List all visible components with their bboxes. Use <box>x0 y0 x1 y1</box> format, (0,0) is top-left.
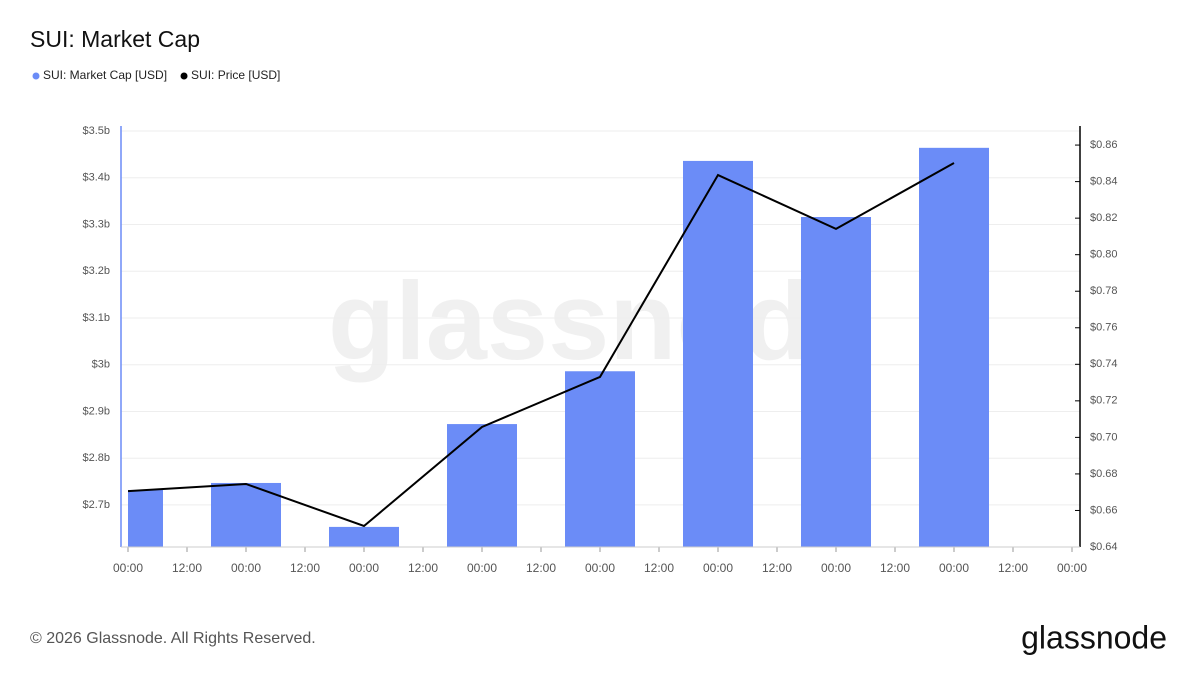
x-tick-label: 00:00 <box>349 561 379 575</box>
legend-label: SUI: Price [USD] <box>191 68 280 82</box>
x-tick-label: 12:00 <box>644 561 674 575</box>
bar <box>683 160 753 547</box>
y2-tick-label: $0.70 <box>1090 431 1118 443</box>
footer: © 2026 Glassnode. All Rights Reserved. <box>30 630 316 647</box>
x-tick-label: 00:00 <box>703 561 733 575</box>
x-tick-label: 12:00 <box>762 561 792 575</box>
bar <box>801 217 871 547</box>
y2-tick-label: $0.84 <box>1090 176 1118 188</box>
chart-title: SUI: Market Cap <box>30 26 200 52</box>
x-tick-label: 12:00 <box>172 561 202 575</box>
x-tick-label: 00:00 <box>113 561 143 575</box>
price-line <box>128 162 955 528</box>
x-tick-label: 12:00 <box>880 561 910 575</box>
x-tick-label: 12:00 <box>998 561 1028 575</box>
x-tick-label: 12:00 <box>526 561 556 575</box>
y-tick-label: $2.7b <box>82 499 110 511</box>
logo: glassnode <box>1021 619 1167 655</box>
y2-tick-label: $0.76 <box>1090 322 1118 334</box>
x-tick-label: 00:00 <box>1057 561 1087 575</box>
x-tick-label: 00:00 <box>231 561 261 575</box>
y2-tick-label: $0.82 <box>1090 212 1118 224</box>
y-tick-label: $3b <box>92 359 110 371</box>
x-tick-label: 00:00 <box>821 561 851 575</box>
y-tick-label: $2.8b <box>82 452 110 464</box>
x-tick-label: 12:00 <box>290 561 320 575</box>
y2-tick-label: $0.68 <box>1090 468 1118 480</box>
y2-tick-label: $0.86 <box>1090 139 1118 151</box>
x-tick-label: 00:00 <box>467 561 497 575</box>
y2-tick-label: $0.66 <box>1090 504 1118 516</box>
bar <box>919 147 989 547</box>
y2-tick-label: $0.72 <box>1090 395 1118 407</box>
legend-label: SUI: Market Cap [USD] <box>43 68 167 82</box>
bar <box>128 489 163 547</box>
bar <box>211 482 281 547</box>
legend-marker <box>180 72 188 80</box>
watermark: glassnode <box>328 260 872 383</box>
plot-area <box>128 147 989 547</box>
y2-tick-label: $0.78 <box>1090 285 1118 297</box>
y-tick-label: $3.1b <box>82 312 110 324</box>
y-tick-label: $3.5b <box>82 125 110 137</box>
y-tick-label: $3.2b <box>82 265 110 277</box>
y-tick-label: $3.4b <box>82 172 110 184</box>
x-tick-label: 00:00 <box>939 561 969 575</box>
y-tick-label: $2.9b <box>82 405 110 417</box>
y-tick-label: $3.3b <box>82 218 110 230</box>
y2-tick-label: $0.74 <box>1090 358 1118 370</box>
bar <box>447 424 517 547</box>
bar <box>565 371 635 547</box>
x-tick-label: 12:00 <box>408 561 438 575</box>
x-tick-label: 00:00 <box>585 561 615 575</box>
legend-marker <box>32 72 40 80</box>
y2-tick-label: $0.80 <box>1090 249 1118 261</box>
y2-tick-label: $0.64 <box>1090 541 1118 553</box>
bar <box>329 526 399 547</box>
